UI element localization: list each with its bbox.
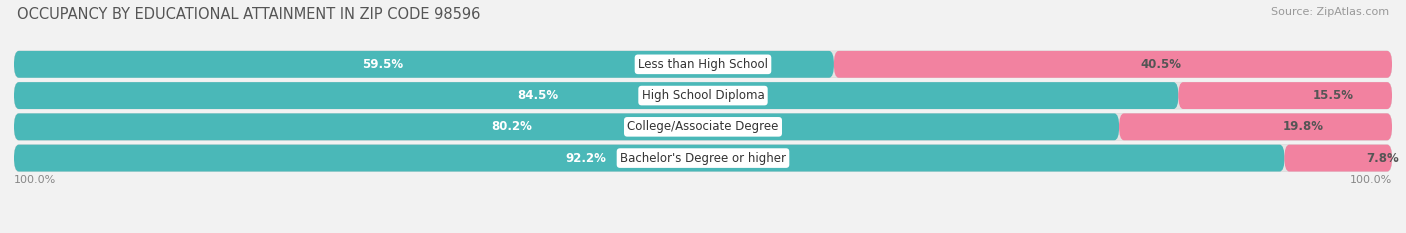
FancyBboxPatch shape [14,145,1285,171]
FancyBboxPatch shape [14,51,834,78]
Text: Less than High School: Less than High School [638,58,768,71]
Text: 40.5%: 40.5% [1140,58,1181,71]
Text: 7.8%: 7.8% [1365,152,1399,164]
Text: 100.0%: 100.0% [1350,175,1392,185]
Text: High School Diploma: High School Diploma [641,89,765,102]
Text: 92.2%: 92.2% [565,152,606,164]
FancyBboxPatch shape [14,51,1392,78]
Text: 100.0%: 100.0% [14,175,56,185]
FancyBboxPatch shape [14,82,1392,109]
Text: 15.5%: 15.5% [1313,89,1354,102]
FancyBboxPatch shape [834,51,1392,78]
Text: 19.8%: 19.8% [1284,120,1324,133]
Text: 84.5%: 84.5% [517,89,558,102]
Text: Bachelor's Degree or higher: Bachelor's Degree or higher [620,152,786,164]
Legend: Owner-occupied, Renter-occupied: Owner-occupied, Renter-occupied [568,229,838,233]
FancyBboxPatch shape [1178,82,1392,109]
FancyBboxPatch shape [1284,145,1392,171]
Text: 80.2%: 80.2% [491,120,531,133]
Text: College/Associate Degree: College/Associate Degree [627,120,779,133]
FancyBboxPatch shape [14,145,1392,171]
FancyBboxPatch shape [1119,113,1392,140]
FancyBboxPatch shape [14,113,1392,140]
Text: Source: ZipAtlas.com: Source: ZipAtlas.com [1271,7,1389,17]
FancyBboxPatch shape [14,113,1119,140]
FancyBboxPatch shape [14,82,1178,109]
Text: OCCUPANCY BY EDUCATIONAL ATTAINMENT IN ZIP CODE 98596: OCCUPANCY BY EDUCATIONAL ATTAINMENT IN Z… [17,7,481,22]
Text: 59.5%: 59.5% [363,58,404,71]
